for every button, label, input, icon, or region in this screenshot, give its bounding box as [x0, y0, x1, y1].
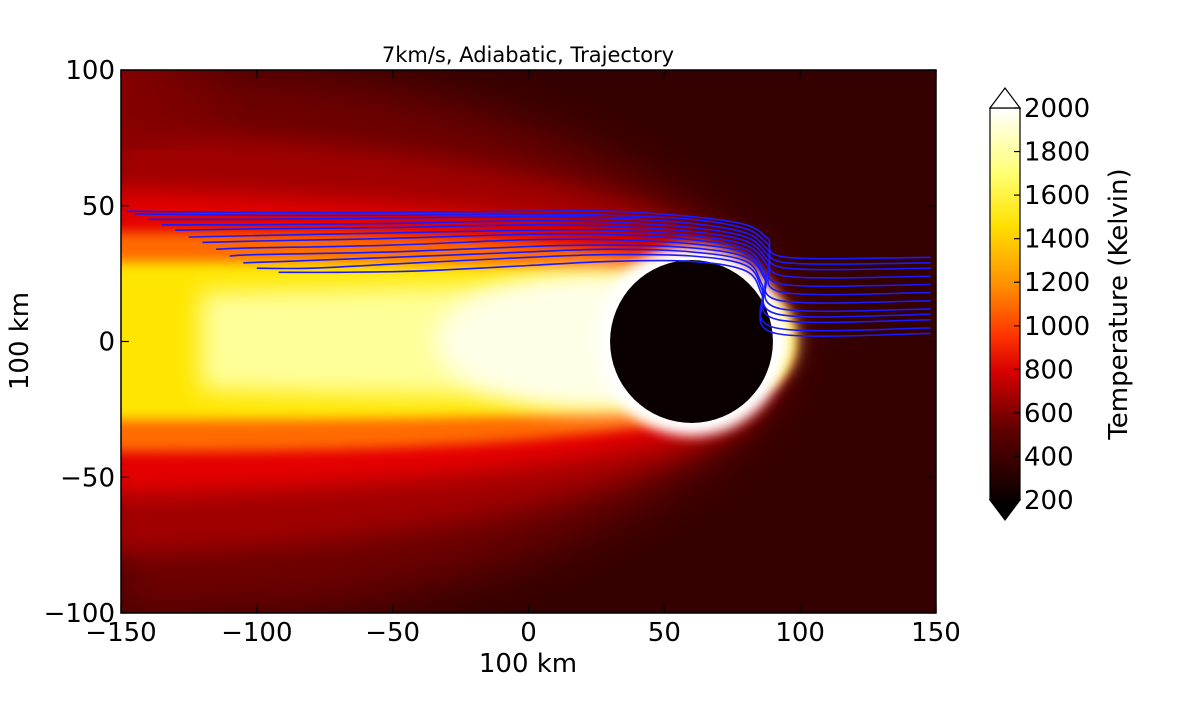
trajectory-line-8	[216, 238, 931, 313]
trajectory-line-5	[175, 223, 931, 288]
x-tick-label: 100	[775, 618, 825, 648]
y-tick-label: 100	[65, 56, 115, 86]
colorbar-tick-label: 800	[1024, 355, 1074, 385]
left-haze	[121, 70, 251, 150]
x-tick-label: −50	[365, 618, 420, 648]
trajectory-line-10	[243, 248, 931, 324]
colorbar-gradient	[989, 107, 1021, 501]
trajectory-line-6	[188, 228, 931, 296]
cold-body	[610, 260, 773, 423]
y-axis-label: 100 km	[5, 292, 35, 390]
colorbar-tick-label: 1600	[1024, 181, 1090, 211]
y-tick-label: 50	[82, 192, 115, 222]
x-tick-label: 0	[520, 618, 537, 648]
y-tick-label: 0	[98, 328, 115, 358]
y-tick-label: −100	[44, 599, 115, 629]
x-tick-label: 150	[911, 618, 961, 648]
trajectory-line-7	[202, 232, 931, 304]
colorbar-tick-label: 200	[1024, 486, 1074, 516]
trajectory-line-12	[278, 259, 931, 337]
colorbar-extend-bottom	[988, 499, 1022, 521]
colorbar-label: Temperature (Kelvin)	[1104, 168, 1134, 440]
colorbar-tick-label: 1400	[1024, 225, 1090, 255]
chart-title: 7km/s, Adiabatic, Trajectory	[382, 43, 674, 67]
colorbar: 200 400 600 800 1000 1200 1400 1600 1800 2000 Tem…	[988, 87, 1134, 521]
trajectory-line-11	[256, 253, 931, 332]
trajectory-line-3	[148, 215, 931, 271]
x-axis-label: 100 km	[479, 649, 577, 679]
x-tick-label: −150	[85, 618, 156, 648]
colorbar-tick-label: 1000	[1024, 312, 1090, 342]
colorbar-tick-label: 400	[1024, 442, 1074, 472]
trajectory-line-1	[126, 209, 931, 260]
colorbar-tick-label: 2000	[1024, 94, 1090, 124]
colorbar-tick-label: 1200	[1024, 268, 1090, 298]
x-tick-label: −100	[221, 618, 292, 648]
trajectory-line-9	[229, 244, 931, 318]
colorbar-tick-label: 1800	[1024, 138, 1090, 168]
x-tick-label: 50	[648, 618, 681, 648]
colorbar-extend-top	[988, 87, 1022, 109]
y-tick-label: −50	[60, 463, 115, 493]
colorbar-ticks: 200 400 600 800 1000 1200 1400 1600 1800 2000	[1014, 94, 1090, 516]
colorbar-tick-label: 600	[1024, 399, 1074, 429]
trajectory-line-2	[134, 213, 931, 265]
trajectory-line-4	[161, 219, 931, 279]
trajectories	[126, 209, 931, 337]
temperature-field	[121, 70, 936, 613]
